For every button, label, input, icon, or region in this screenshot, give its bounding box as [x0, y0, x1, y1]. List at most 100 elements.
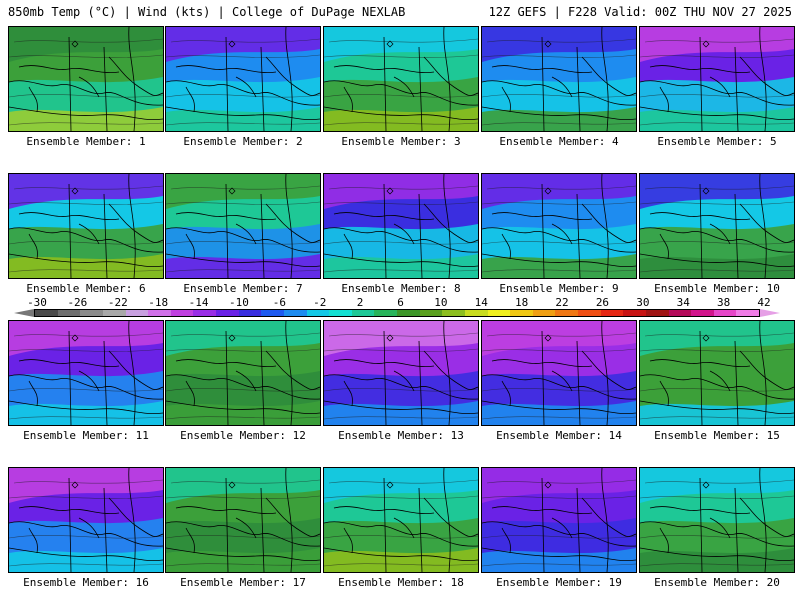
- map-boundary: [103, 340, 108, 425]
- colorbar-swatch: [600, 310, 624, 316]
- temperature-band: [640, 321, 794, 356]
- location-marker-icon: [71, 481, 79, 489]
- map-boundary: [482, 400, 636, 414]
- ensemble-member-map: [8, 26, 164, 132]
- temperature-map: [9, 174, 163, 278]
- wind-streamline: [640, 241, 794, 245]
- map-boundary: [423, 203, 478, 243]
- map-boundary: [324, 547, 478, 561]
- location-marker-icon: [702, 481, 710, 489]
- map-boundary: [640, 227, 794, 253]
- temperature-band: [9, 27, 163, 62]
- colorbar-swatch: [578, 310, 601, 316]
- map-boundary: [576, 340, 581, 425]
- map-boundary: [482, 106, 636, 120]
- map-boundary: [581, 56, 636, 96]
- wind-streamline: [482, 495, 636, 499]
- wind-streamline: [640, 563, 794, 567]
- map-boundary: [709, 76, 731, 98]
- map-boundary: [18, 359, 120, 368]
- temperature-map: [9, 27, 163, 131]
- map-boundary: [285, 321, 293, 425]
- colorbar-swatch: [80, 310, 103, 316]
- temperature-map: [324, 27, 478, 131]
- map-boundary: [324, 80, 478, 106]
- wind-streamline: [9, 241, 163, 245]
- map-boundary: [640, 80, 794, 106]
- ensemble-member-label: Ensemble Member: 2: [183, 135, 303, 148]
- map-boundary: [103, 487, 108, 572]
- wind-streamline: [482, 241, 636, 245]
- ensemble-member-map: [165, 173, 321, 279]
- colorbar-swatch: [668, 310, 692, 316]
- colorbar-swatch: [351, 310, 375, 316]
- location-marker-icon: [544, 481, 552, 489]
- map-boundary: [640, 521, 794, 547]
- map-boundary: [601, 27, 609, 131]
- map-boundary: [482, 227, 636, 253]
- colorbar-tick-label: -30: [27, 296, 47, 309]
- map-boundary: [739, 497, 794, 537]
- ensemble-member-label: Ensemble Member: 17: [180, 576, 306, 589]
- wind-streamline: [324, 416, 478, 420]
- ensemble-member-label: Ensemble Member: 10: [654, 282, 780, 295]
- map-boundary: [759, 27, 767, 131]
- colorbar-tick-label: -22: [107, 296, 128, 309]
- location-marker-icon: [228, 334, 236, 342]
- ensemble-member-map: [165, 467, 321, 573]
- map-boundary: [423, 350, 478, 390]
- wind-streamline: [166, 122, 320, 126]
- colorbar-swatch: [487, 310, 511, 316]
- map-boundary: [759, 468, 767, 572]
- map-boundary: [28, 380, 38, 407]
- location-marker-icon: [386, 334, 394, 342]
- wind-streamline: [324, 54, 478, 58]
- map-boundary: [260, 193, 265, 278]
- location-marker-icon: [702, 187, 710, 195]
- ensemble-member-label: Ensemble Member: 5: [657, 135, 777, 148]
- map-boundary: [423, 56, 478, 96]
- wind-streamline: [482, 416, 636, 420]
- map-boundary: [576, 193, 581, 278]
- colorbar-swatch: [397, 310, 420, 316]
- wind-streamline: [482, 388, 636, 392]
- wind-streamline: [324, 122, 478, 126]
- map-boundary: [551, 76, 573, 98]
- wind-streamline: [166, 201, 320, 205]
- wind-streamline: [324, 495, 478, 499]
- ensemble-member-map: [8, 467, 164, 573]
- map-boundary: [581, 203, 636, 243]
- map-boundary: [418, 340, 423, 425]
- map-boundary: [333, 506, 435, 515]
- colorbar-swatch: [238, 310, 262, 316]
- colorbar-tick-label: 42: [757, 296, 771, 309]
- temperature-band: [9, 174, 163, 209]
- map-boundary: [9, 400, 163, 414]
- wind-streamline: [9, 54, 163, 58]
- wind-streamline: [166, 348, 320, 352]
- wind-streamline: [482, 201, 636, 205]
- map-boundary: [18, 212, 120, 221]
- temperature-map: [640, 321, 794, 425]
- wind-streamline: [640, 416, 794, 420]
- location-marker-icon: [544, 334, 552, 342]
- colorbar-strip: [34, 309, 760, 317]
- map-boundary: [175, 65, 277, 74]
- colorbar-swatch: [261, 310, 284, 316]
- temperature-map: [640, 174, 794, 278]
- wind-streamline: [640, 122, 794, 126]
- map-boundary: [418, 193, 423, 278]
- colorbar-swatch: [532, 310, 556, 316]
- location-marker-icon: [386, 187, 394, 195]
- location-marker-icon: [386, 481, 394, 489]
- colorbar-swatch: [102, 310, 126, 316]
- wind-streamline: [640, 348, 794, 352]
- colorbar-swatch: [645, 310, 669, 316]
- map-boundary: [166, 253, 320, 267]
- map-boundary: [166, 227, 320, 253]
- ensemble-member-label: Ensemble Member: 15: [654, 429, 780, 442]
- map-boundary: [739, 56, 794, 96]
- wind-streamline: [9, 122, 163, 126]
- map-boundary: [551, 517, 573, 539]
- wind-streamline: [166, 388, 320, 392]
